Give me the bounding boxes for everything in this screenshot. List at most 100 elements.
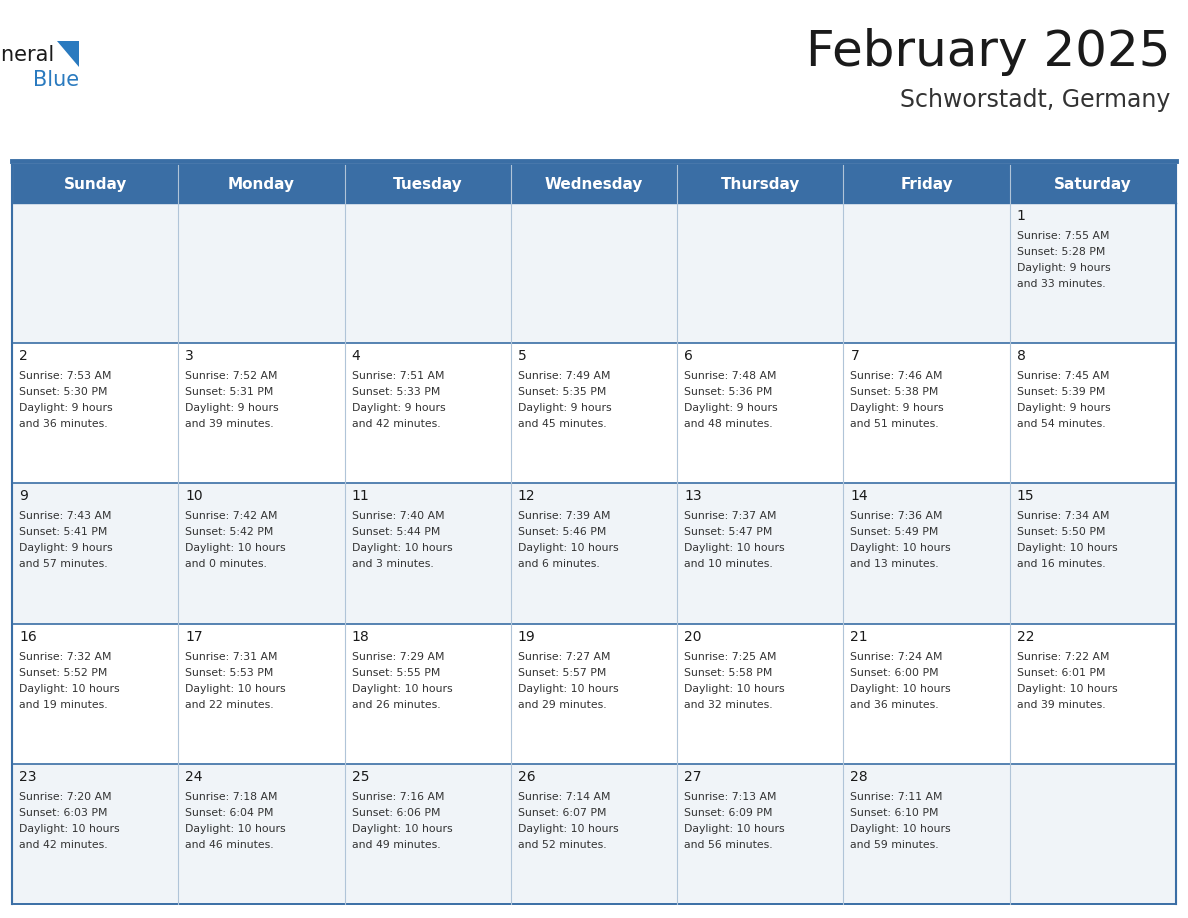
Text: Sunset: 5:50 PM: Sunset: 5:50 PM <box>1017 528 1105 537</box>
Text: Daylight: 10 hours: Daylight: 10 hours <box>1017 684 1118 694</box>
Text: Daylight: 10 hours: Daylight: 10 hours <box>185 823 286 834</box>
Text: Sunset: 6:09 PM: Sunset: 6:09 PM <box>684 808 772 818</box>
Text: and 51 minutes.: and 51 minutes. <box>851 420 939 430</box>
Text: Daylight: 9 hours: Daylight: 9 hours <box>518 403 612 413</box>
Text: 9: 9 <box>19 489 27 503</box>
Text: 17: 17 <box>185 630 203 644</box>
Text: Daylight: 9 hours: Daylight: 9 hours <box>1017 263 1111 273</box>
Bar <box>178 203 345 343</box>
Text: Sunrise: 7:11 AM: Sunrise: 7:11 AM <box>851 792 943 801</box>
Text: Daylight: 9 hours: Daylight: 9 hours <box>851 403 944 413</box>
Text: Saturday: Saturday <box>1054 176 1132 192</box>
Text: Sunrise: 7:46 AM: Sunrise: 7:46 AM <box>851 371 943 381</box>
Text: and 16 minutes.: and 16 minutes. <box>1017 559 1105 569</box>
Bar <box>178 764 345 904</box>
Text: Daylight: 9 hours: Daylight: 9 hours <box>684 403 778 413</box>
Text: and 59 minutes.: and 59 minutes. <box>851 840 939 850</box>
Text: Daylight: 10 hours: Daylight: 10 hours <box>185 684 286 694</box>
Bar <box>843 343 1010 484</box>
Text: Sunset: 5:39 PM: Sunset: 5:39 PM <box>1017 387 1105 397</box>
Text: Schworstadt, Germany: Schworstadt, Germany <box>899 88 1170 112</box>
Text: 23: 23 <box>19 770 37 784</box>
Bar <box>12 165 178 203</box>
Text: 5: 5 <box>518 349 526 364</box>
Text: and 42 minutes.: and 42 minutes. <box>352 420 441 430</box>
Text: Sunset: 5:38 PM: Sunset: 5:38 PM <box>851 387 939 397</box>
Text: Sunset: 5:33 PM: Sunset: 5:33 PM <box>352 387 440 397</box>
Text: Sunrise: 7:36 AM: Sunrise: 7:36 AM <box>851 511 943 521</box>
Text: and 26 minutes.: and 26 minutes. <box>352 700 441 710</box>
Text: and 39 minutes.: and 39 minutes. <box>185 420 274 430</box>
Bar <box>511 623 677 764</box>
Text: Tuesday: Tuesday <box>393 176 462 192</box>
Text: Sunrise: 7:34 AM: Sunrise: 7:34 AM <box>1017 511 1110 521</box>
Text: and 0 minutes.: and 0 minutes. <box>185 559 267 569</box>
Text: Sunset: 5:31 PM: Sunset: 5:31 PM <box>185 387 273 397</box>
Bar <box>345 343 511 484</box>
Text: Sunset: 5:28 PM: Sunset: 5:28 PM <box>1017 247 1105 257</box>
Text: Daylight: 10 hours: Daylight: 10 hours <box>19 684 120 694</box>
Bar <box>178 623 345 764</box>
Text: and 52 minutes.: and 52 minutes. <box>518 840 607 850</box>
Text: Sunrise: 7:52 AM: Sunrise: 7:52 AM <box>185 371 278 381</box>
Bar <box>178 343 345 484</box>
Bar <box>1010 484 1176 623</box>
Text: and 19 minutes.: and 19 minutes. <box>19 700 108 710</box>
Text: Sunrise: 7:53 AM: Sunrise: 7:53 AM <box>19 371 112 381</box>
Bar <box>843 623 1010 764</box>
Bar <box>345 764 511 904</box>
Text: Daylight: 9 hours: Daylight: 9 hours <box>19 403 113 413</box>
Text: Sunrise: 7:48 AM: Sunrise: 7:48 AM <box>684 371 777 381</box>
Text: Sunset: 5:53 PM: Sunset: 5:53 PM <box>185 667 273 677</box>
Bar <box>677 203 843 343</box>
Text: Sunset: 5:41 PM: Sunset: 5:41 PM <box>19 528 107 537</box>
Bar <box>677 343 843 484</box>
Text: Sunset: 5:49 PM: Sunset: 5:49 PM <box>851 528 939 537</box>
Bar <box>1010 623 1176 764</box>
Text: Sunset: 5:55 PM: Sunset: 5:55 PM <box>352 667 440 677</box>
Text: Sunset: 5:35 PM: Sunset: 5:35 PM <box>518 387 606 397</box>
Bar <box>178 484 345 623</box>
Text: 24: 24 <box>185 770 203 784</box>
Text: Sunrise: 7:24 AM: Sunrise: 7:24 AM <box>851 652 943 662</box>
Bar <box>511 165 677 203</box>
Bar <box>511 484 677 623</box>
Text: 25: 25 <box>352 770 369 784</box>
Bar <box>677 484 843 623</box>
Bar <box>511 203 677 343</box>
Text: 21: 21 <box>851 630 868 644</box>
Text: Sunrise: 7:29 AM: Sunrise: 7:29 AM <box>352 652 444 662</box>
Text: 7: 7 <box>851 349 859 364</box>
Text: Daylight: 10 hours: Daylight: 10 hours <box>352 543 453 554</box>
Text: and 54 minutes.: and 54 minutes. <box>1017 420 1105 430</box>
Text: Sunrise: 7:22 AM: Sunrise: 7:22 AM <box>1017 652 1110 662</box>
Text: and 10 minutes.: and 10 minutes. <box>684 559 773 569</box>
Text: Daylight: 10 hours: Daylight: 10 hours <box>851 684 952 694</box>
Bar <box>12 203 178 343</box>
Text: Sunday: Sunday <box>63 176 127 192</box>
Text: Friday: Friday <box>901 176 953 192</box>
Text: Daylight: 10 hours: Daylight: 10 hours <box>851 543 952 554</box>
Text: Sunset: 6:04 PM: Sunset: 6:04 PM <box>185 808 273 818</box>
Text: and 33 minutes.: and 33 minutes. <box>1017 279 1105 289</box>
Bar <box>511 764 677 904</box>
Bar <box>677 764 843 904</box>
Text: Daylight: 10 hours: Daylight: 10 hours <box>352 684 453 694</box>
Text: 22: 22 <box>1017 630 1035 644</box>
Text: and 3 minutes.: and 3 minutes. <box>352 559 434 569</box>
Polygon shape <box>57 41 78 67</box>
Text: Sunrise: 7:20 AM: Sunrise: 7:20 AM <box>19 792 112 801</box>
Text: 1: 1 <box>1017 209 1025 223</box>
Text: Daylight: 10 hours: Daylight: 10 hours <box>19 823 120 834</box>
Text: Daylight: 10 hours: Daylight: 10 hours <box>1017 543 1118 554</box>
Text: and 42 minutes.: and 42 minutes. <box>19 840 108 850</box>
Bar <box>1010 203 1176 343</box>
Text: Sunset: 6:06 PM: Sunset: 6:06 PM <box>352 808 440 818</box>
Text: and 6 minutes.: and 6 minutes. <box>518 559 600 569</box>
Text: Sunrise: 7:32 AM: Sunrise: 7:32 AM <box>19 652 112 662</box>
Text: 16: 16 <box>19 630 37 644</box>
Text: 26: 26 <box>518 770 536 784</box>
Text: 14: 14 <box>851 489 868 503</box>
Text: Sunset: 6:07 PM: Sunset: 6:07 PM <box>518 808 606 818</box>
Text: and 32 minutes.: and 32 minutes. <box>684 700 772 710</box>
